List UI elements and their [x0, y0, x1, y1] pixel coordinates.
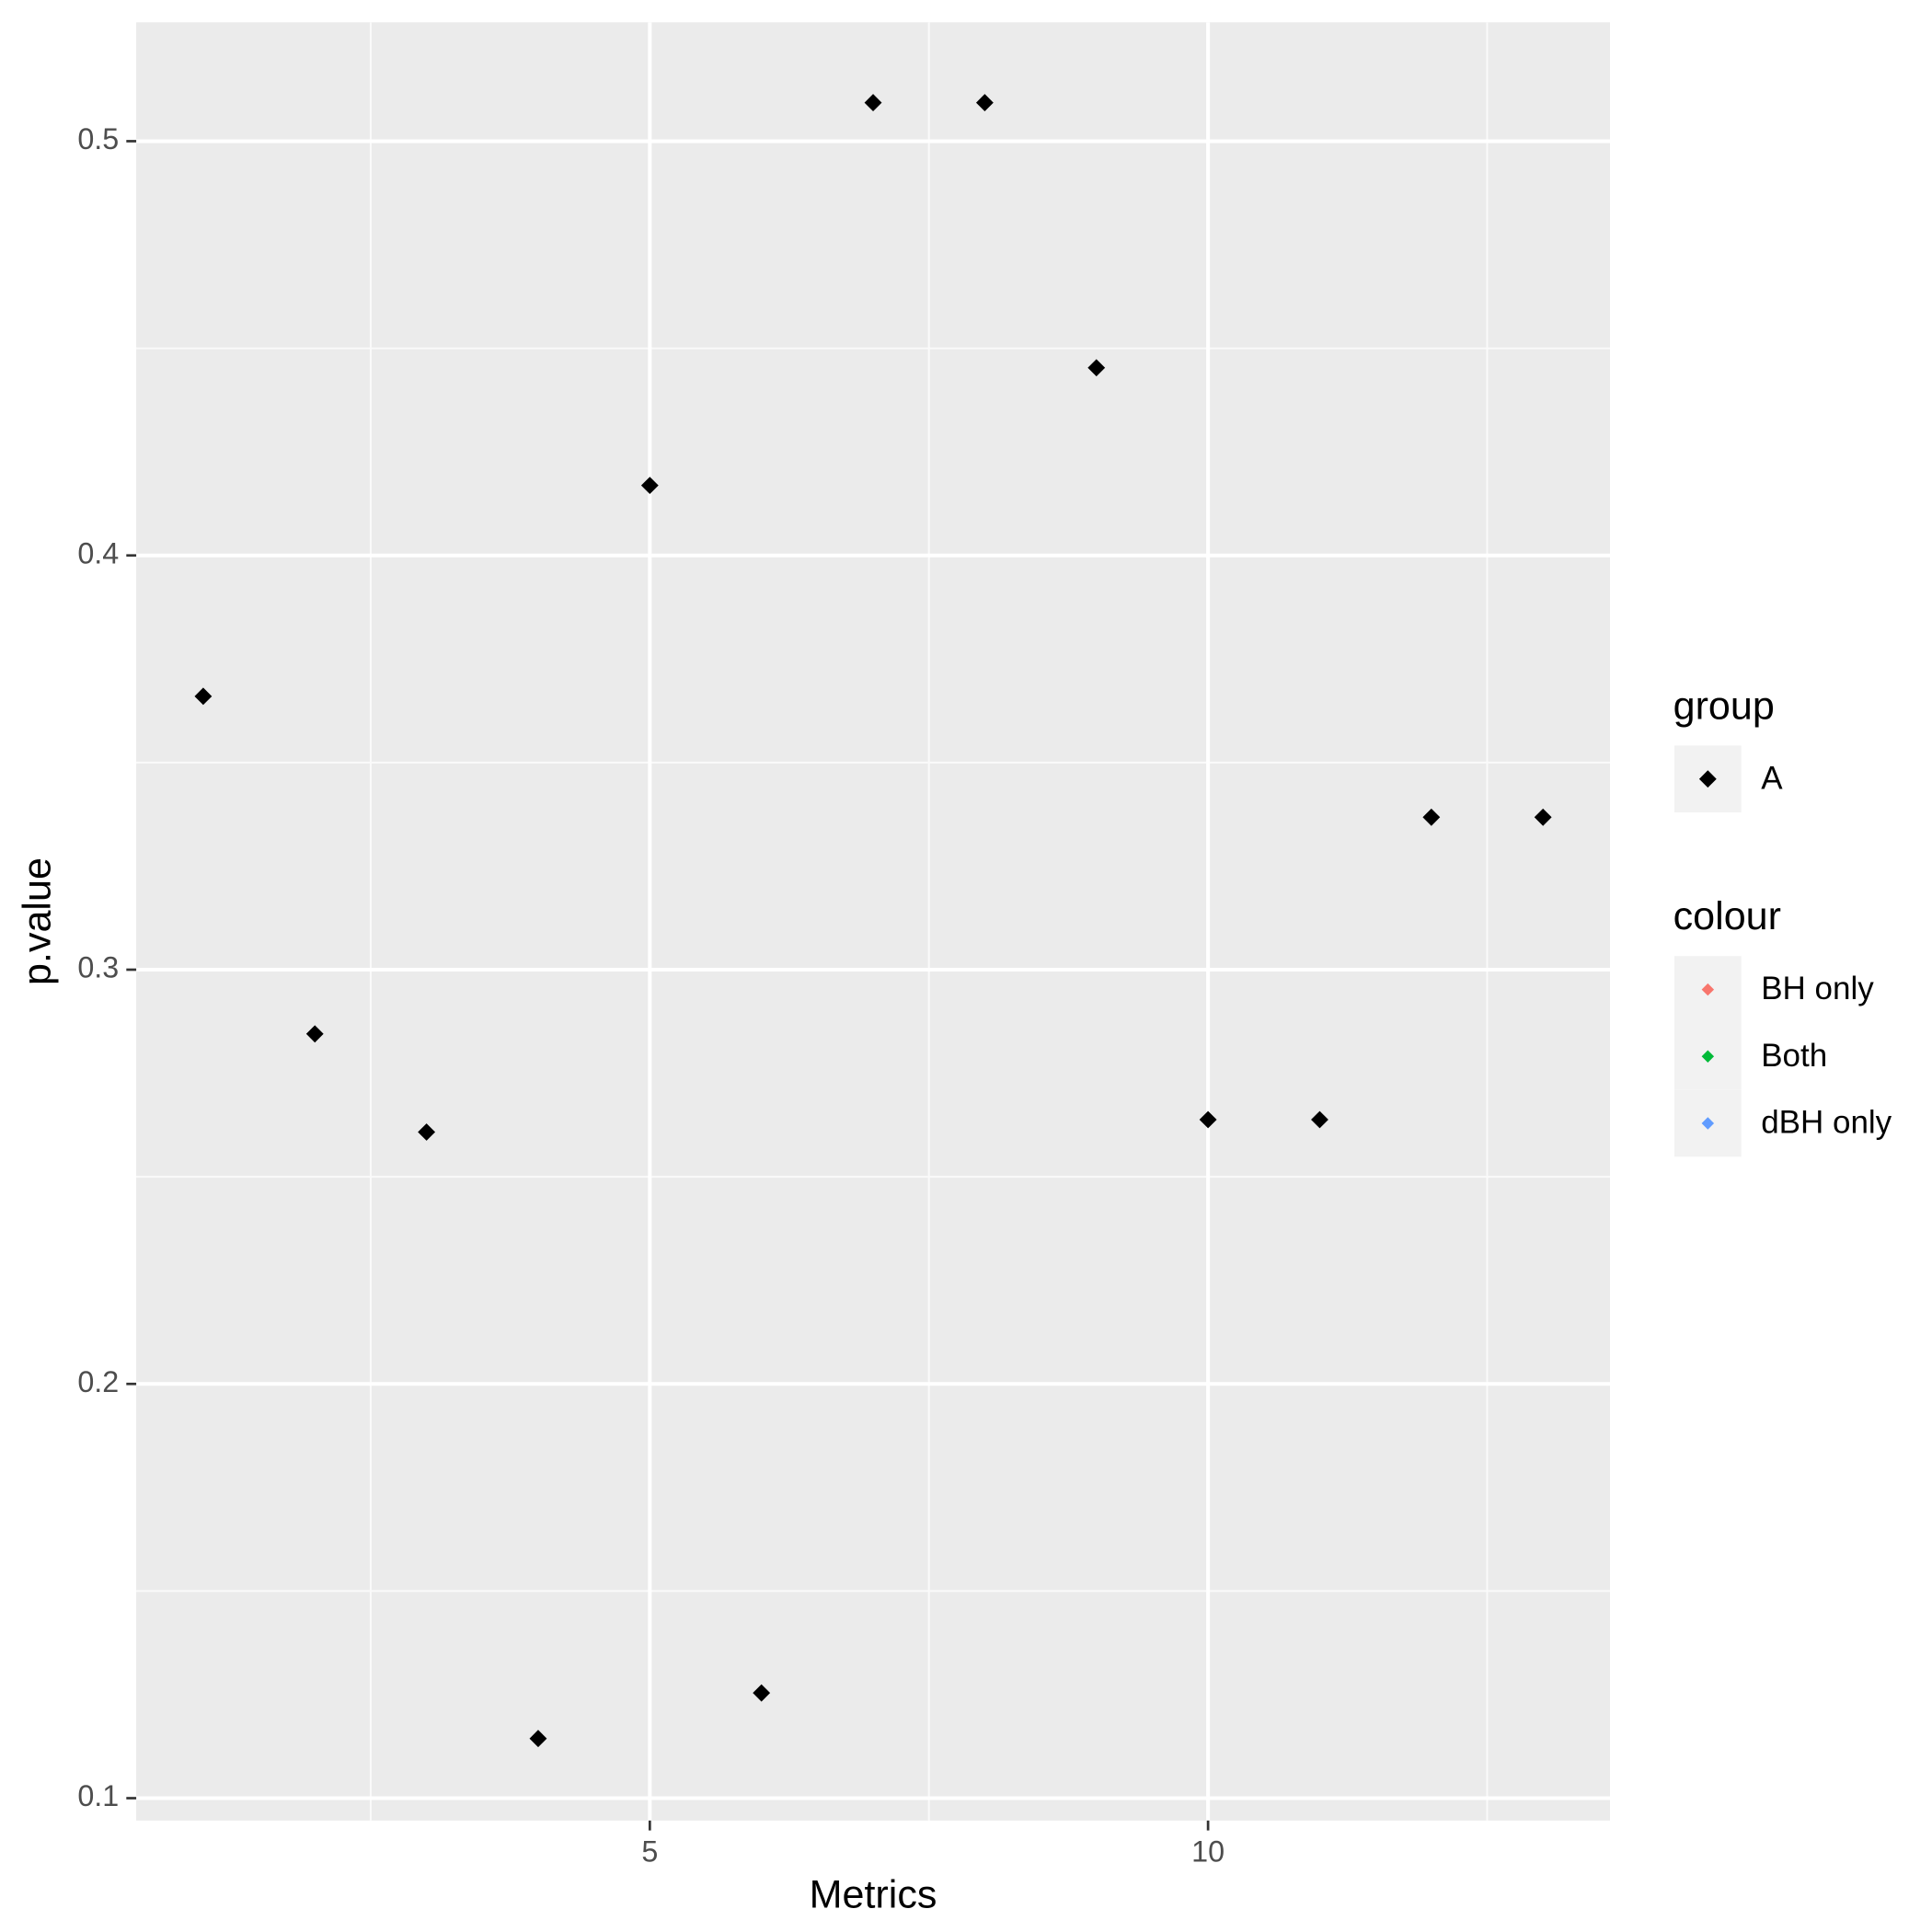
x-tick-label: 5	[641, 1835, 658, 1869]
legend-symbol	[1701, 1050, 1715, 1063]
point	[194, 687, 213, 706]
legend-label: A	[1761, 760, 1783, 796]
panel	[136, 22, 1610, 1821]
y-tick-label: 0.4	[77, 536, 119, 569]
point	[305, 1025, 324, 1043]
point	[1087, 359, 1106, 377]
x-axis-title: Metrics	[810, 1873, 937, 1917]
point	[529, 1730, 547, 1748]
y-tick-label: 0.2	[77, 1365, 119, 1398]
y-tick-label: 0.5	[77, 122, 119, 155]
plot: Metrics p.value 5 10 0.1 0.2 0.3 0.4 0.5 group A…	[15, 22, 1892, 1917]
legend-title: colour	[1673, 894, 1781, 938]
legend-label: dBH only	[1761, 1105, 1892, 1141]
point	[1422, 808, 1441, 826]
point	[1534, 808, 1552, 826]
point	[418, 1123, 436, 1141]
legend-label: Both	[1761, 1038, 1827, 1074]
y-axis-title: p.value	[15, 857, 59, 985]
y-tick-label: 0.3	[77, 951, 119, 984]
y-tick-label: 0.1	[77, 1779, 119, 1812]
legend-symbol	[1701, 983, 1715, 996]
x-tick-label: 10	[1191, 1835, 1225, 1869]
point	[975, 94, 994, 112]
legend-symbol	[1698, 770, 1717, 788]
point	[1311, 1110, 1328, 1129]
point	[1199, 1110, 1217, 1129]
point	[753, 1684, 771, 1702]
legend-label: BH only	[1761, 971, 1874, 1006]
point	[864, 94, 882, 112]
legend-title: group	[1673, 684, 1775, 728]
